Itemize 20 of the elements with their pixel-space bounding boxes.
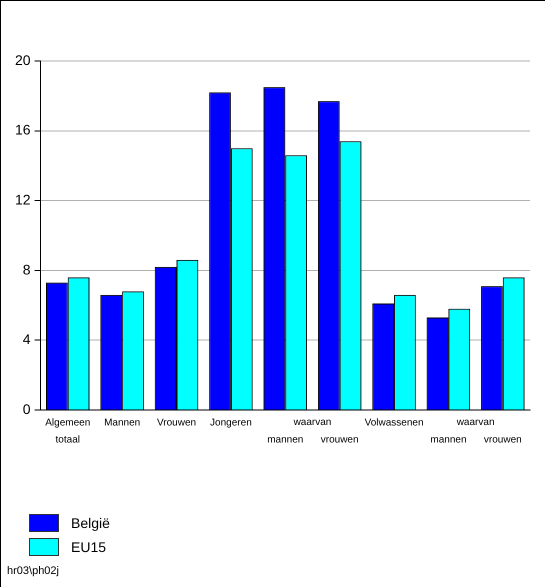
legend-label: België (71, 515, 110, 531)
x-tick-label: Algemeen totaal (45, 417, 90, 446)
x-tick-label: mannen (430, 434, 466, 446)
x-tick-label: Vrouwen (156, 417, 196, 428)
x-tick-label: vrouwen (484, 434, 522, 446)
y-tick-label: 4 (22, 331, 31, 348)
y-tick-label: 16 (14, 122, 31, 138)
y-tick-label: 12 (14, 191, 31, 208)
x-tick-label: mannen (267, 434, 304, 446)
legend-label: EU15 (71, 539, 106, 555)
x-tick-label: Mannen (104, 417, 140, 428)
y-tick-label: 0 (22, 400, 31, 417)
y-tick-label: 20 (14, 52, 31, 68)
text: waarvan (456, 416, 495, 428)
x-tick-label: Jongeren (210, 417, 252, 428)
x-tick-label: vrouwen (320, 434, 359, 446)
text: waarvan (292, 416, 332, 428)
text: hr03\ph02j (7, 565, 59, 577)
x-tick-label: Volwassenen (364, 417, 424, 428)
y-tick-label: 8 (22, 261, 31, 278)
